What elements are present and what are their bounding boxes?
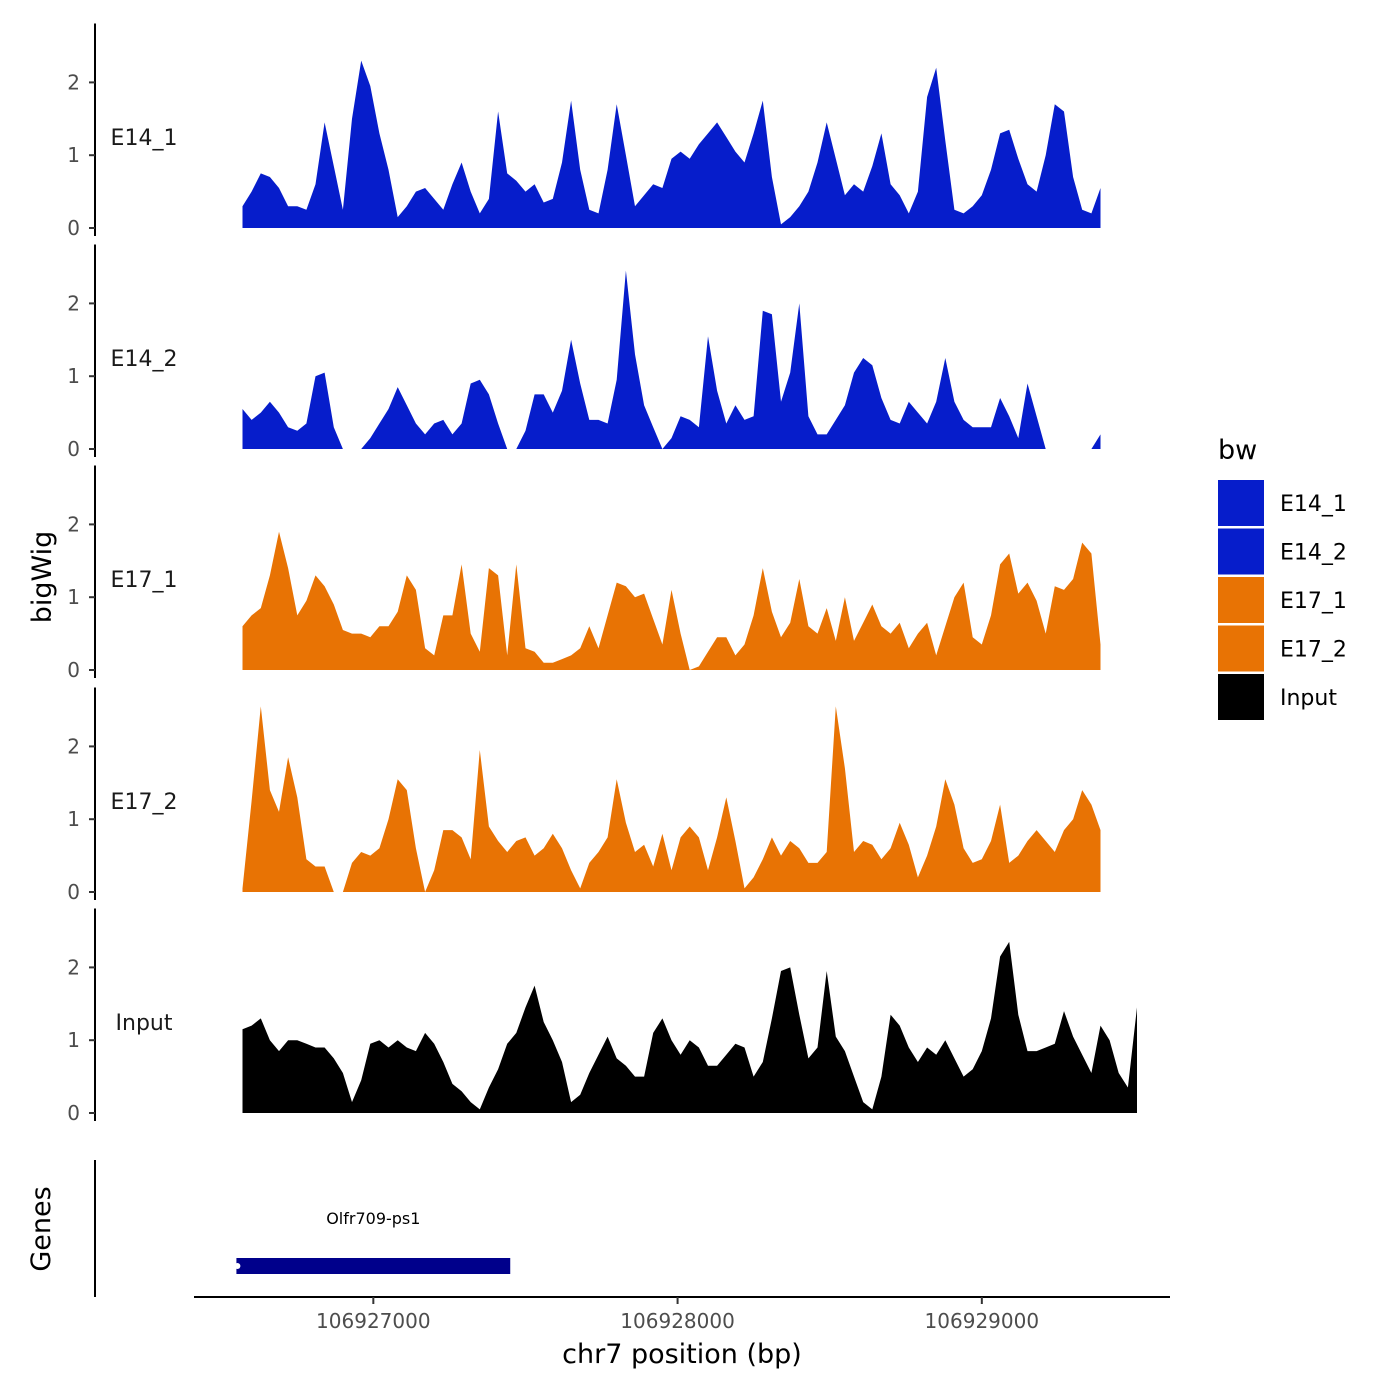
x-tick-label-106928000: 106928000 xyxy=(620,1309,735,1333)
y-tick-label-E14_1-1: 1 xyxy=(67,143,80,167)
y-tick-label-E14_1-2: 2 xyxy=(67,70,80,94)
gene-label-Olfr709-ps1: Olfr709-ps1 xyxy=(326,1209,420,1228)
area-Input xyxy=(242,941,1137,1113)
x-axis-title: chr7 position (bp) xyxy=(562,1339,802,1370)
legend-label-Input: Input xyxy=(1280,686,1337,711)
y-tick-label-E17_2-1: 1 xyxy=(67,807,80,831)
legend-key-E17_2 xyxy=(1218,625,1264,672)
x-axis: chr7 position (bp) 106927000 106928000 106… xyxy=(194,1296,1170,1370)
y-tick-label-E17_2-0: 0 xyxy=(67,880,80,904)
area-E17_2 xyxy=(242,706,1101,892)
y-tick-label-Input-2: 2 xyxy=(67,955,80,979)
y-tick-label-Input-1: 1 xyxy=(67,1028,80,1052)
y-axis-title: bigWig xyxy=(27,531,58,624)
legend-title: bw xyxy=(1218,435,1257,466)
legend-label-E17_2: E17_2 xyxy=(1280,638,1347,663)
signal-tracks: 0 1 2 E14_1 0 1 2 E14_2 0 1 2 E17_1 0 1 2 E17_2 0 1 2 Input xyxy=(67,23,1137,1125)
y-tick-label-E17_2-2: 2 xyxy=(67,734,80,758)
y-tick-label-E14_1-0: 0 xyxy=(67,216,80,240)
area-E14_1 xyxy=(242,60,1101,228)
y-tick-label-Input-0: 0 xyxy=(67,1101,80,1125)
legend-key-E17_1 xyxy=(1218,577,1264,623)
y-tick-label-E14_2-1: 1 xyxy=(67,364,80,388)
y-tick-label-E17_1-0: 0 xyxy=(67,658,80,682)
legend-label-E14_1: E14_1 xyxy=(1280,492,1347,517)
gene-bar-Olfr709-ps1 xyxy=(236,1258,511,1274)
track-E14_2: 0 1 2 E14_2 xyxy=(67,244,1101,461)
y-tick-label-E17_1-1: 1 xyxy=(67,585,80,609)
strip-label-Input: Input xyxy=(116,1011,173,1036)
legend-label-E17_1: E17_1 xyxy=(1280,589,1347,614)
x-tick-label-106927000: 106927000 xyxy=(316,1309,431,1333)
y-tick-label-E17_1-2: 2 xyxy=(67,512,80,536)
legend-key-E14_1 xyxy=(1218,480,1264,526)
track-E17_1: 0 1 2 E17_1 xyxy=(67,465,1101,682)
legend: bw E14_1 E14_2 E17_1 E17_2 Input xyxy=(1218,435,1347,720)
genes-track: Genes Olfr709-ps1 xyxy=(26,1160,511,1297)
area-E17_1 xyxy=(242,531,1101,670)
area-E14_2 xyxy=(242,270,1101,449)
track-E17_2: 0 1 2 E17_2 xyxy=(67,687,1101,904)
legend-key-E14_2 xyxy=(1218,528,1264,575)
strip-label-E17_1: E17_1 xyxy=(111,568,178,593)
strip-label-E17_2: E17_2 xyxy=(111,790,178,815)
legend-label-E14_2: E14_2 xyxy=(1280,541,1347,566)
strip-label-E14_1: E14_1 xyxy=(111,126,178,151)
y-tick-label-E14_2-0: 0 xyxy=(67,437,80,461)
strip-label-E14_2: E14_2 xyxy=(111,347,178,372)
track-E14_1: 0 1 2 E14_1 xyxy=(67,23,1101,240)
y-tick-label-E14_2-2: 2 xyxy=(67,291,80,315)
genes-track-title: Genes xyxy=(26,1186,57,1271)
track-Input: 0 1 2 Input xyxy=(67,908,1137,1125)
gene-strand-marker-Olfr709-ps1 xyxy=(234,1263,241,1269)
legend-key-Input xyxy=(1218,674,1264,720)
x-tick-label-106929000: 106929000 xyxy=(925,1309,1040,1333)
